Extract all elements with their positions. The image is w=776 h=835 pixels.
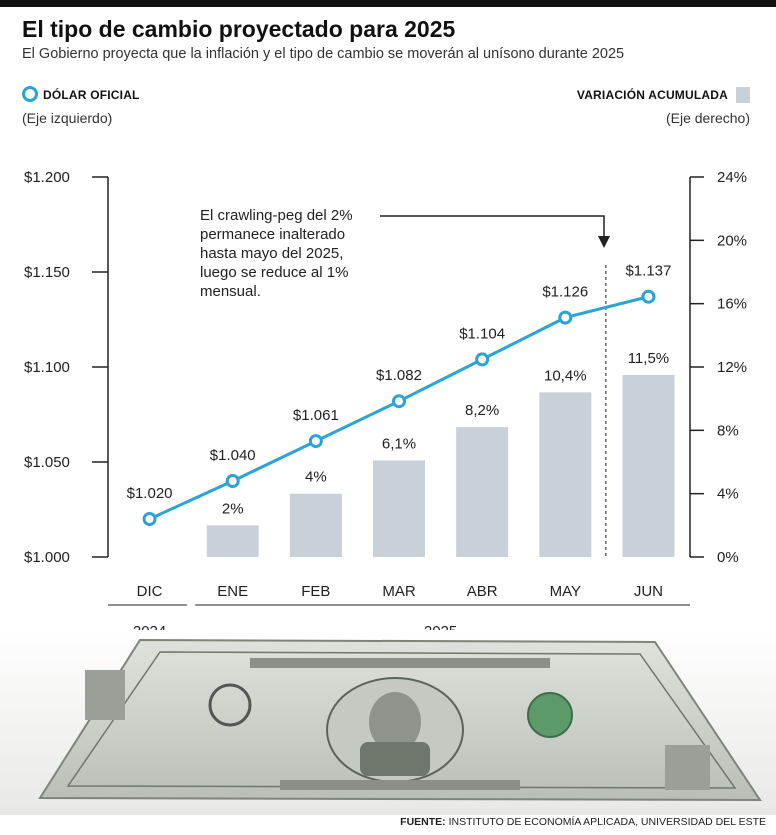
right-tick-label: 16% bbox=[717, 296, 747, 313]
arrow-head-icon bbox=[598, 236, 610, 248]
left-tick-label: $1.000 bbox=[24, 549, 70, 566]
annotation-line: permanece inalterado bbox=[200, 226, 345, 243]
line-point bbox=[392, 394, 406, 409]
chart-subtitle: El Gobierno proyecta que la inflación y … bbox=[22, 46, 625, 62]
source-note: FUENTE: INSTITUTO DE ECONOMÍA APLICADA, … bbox=[400, 816, 766, 828]
legend-right: VARIACIÓN ACUMULADA (Eje derecho) bbox=[577, 86, 750, 126]
source-text: INSTITUTO DE ECONOMÍA APLICADA, UNIVERSI… bbox=[448, 816, 766, 828]
bar-label: 8,2% bbox=[465, 402, 499, 419]
legend-left-title: DÓLAR OFICIAL bbox=[43, 88, 140, 102]
x-tick-label: DIC bbox=[137, 583, 163, 600]
line-point bbox=[225, 474, 240, 488]
legend-left-sub: (Eje izquierdo) bbox=[22, 110, 113, 126]
annotation-line: luego se reduce al 1% bbox=[200, 264, 348, 281]
x-tick-label: JUN bbox=[634, 583, 663, 600]
bar bbox=[539, 392, 592, 557]
bar-label: 11,5% bbox=[628, 350, 669, 367]
legend-left: DÓLAR OFICIAL (Eje izquierdo) bbox=[22, 86, 140, 126]
legend-right-title: VARIACIÓN ACUMULADA bbox=[576, 88, 728, 102]
line-label: $1.020 bbox=[127, 485, 173, 502]
x-tick-label: FEB bbox=[301, 583, 330, 600]
line-label: $1.104 bbox=[459, 325, 505, 342]
x-tick-label: MAY bbox=[550, 583, 581, 600]
circle-marker-icon bbox=[22, 86, 38, 102]
left-tick-label: $1.150 bbox=[24, 264, 70, 281]
right-tick-label: 4% bbox=[717, 486, 739, 503]
dollar-bill-image bbox=[0, 630, 776, 815]
source-label: FUENTE: bbox=[400, 816, 446, 828]
right-tick-label: 12% bbox=[717, 359, 747, 376]
annotation-line: El crawling-peg del 2% bbox=[200, 207, 353, 224]
bar-label: 10,4% bbox=[544, 367, 587, 384]
line-label: $1.082 bbox=[376, 367, 422, 384]
line-label: $1.137 bbox=[625, 263, 671, 280]
line-label: $1.040 bbox=[210, 447, 256, 464]
line-point bbox=[308, 434, 323, 449]
bar-label: 6,1% bbox=[382, 435, 416, 452]
right-tick-label: 24% bbox=[717, 169, 747, 186]
left-tick-label: $1.050 bbox=[24, 454, 70, 471]
right-tick-label: 8% bbox=[717, 422, 739, 439]
line-label: $1.126 bbox=[542, 284, 588, 301]
bar bbox=[373, 460, 425, 557]
line-point bbox=[142, 512, 157, 526]
annotation-arrow bbox=[380, 215, 605, 238]
line-point bbox=[558, 310, 573, 325]
x-tick-label: MAR bbox=[382, 583, 416, 600]
line-label: $1.061 bbox=[293, 407, 339, 424]
annotation-line: mensual. bbox=[200, 283, 261, 300]
x-tick-label: ENE bbox=[217, 583, 248, 600]
bar bbox=[289, 493, 342, 557]
left-tick-label: $1.200 bbox=[24, 169, 70, 186]
bar-label: 2% bbox=[222, 500, 244, 517]
bar bbox=[206, 525, 259, 557]
bar-label: 4% bbox=[305, 469, 327, 486]
right-tick-label: 0% bbox=[717, 549, 739, 566]
chart: $1.000 $1.050 $1.100 $1.150 $1.200 0% 4% 8% 12% 1… bbox=[24, 169, 747, 640]
right-tick-label: 20% bbox=[717, 232, 747, 249]
x-tick-label: ABR bbox=[467, 583, 498, 600]
bar bbox=[456, 427, 509, 557]
bar-swatch-icon bbox=[736, 87, 750, 103]
top-rule bbox=[0, 0, 776, 7]
line-point bbox=[641, 289, 656, 304]
annotation-line: hasta mayo del 2025, bbox=[200, 245, 343, 262]
bar bbox=[622, 374, 675, 557]
line-point bbox=[475, 352, 490, 367]
chart-title: El tipo de cambio proyectado para 2025 bbox=[22, 16, 456, 42]
left-tick-label: $1.100 bbox=[24, 359, 70, 376]
legend-right-sub: (Eje derecho) bbox=[665, 110, 750, 126]
